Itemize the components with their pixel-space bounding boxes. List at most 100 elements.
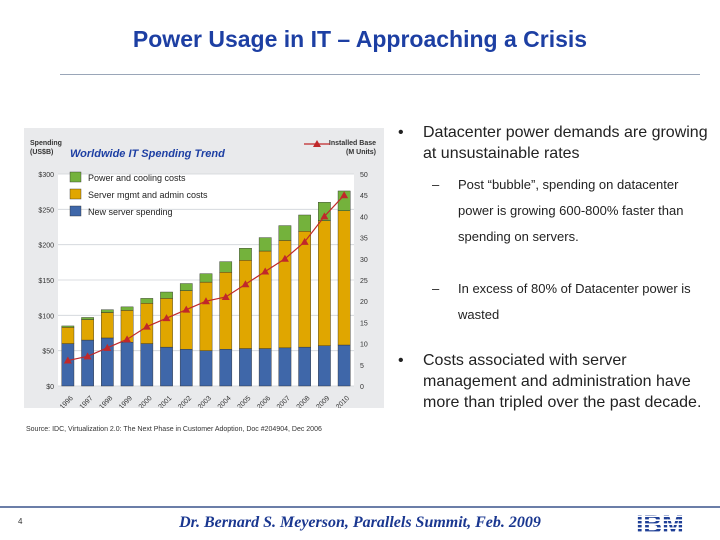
bar-segment (120, 341, 134, 387)
y-tick-label-right: 45 (360, 193, 368, 200)
installed-base-marker (103, 343, 112, 351)
slide-title: Power Usage in IT – Approaching a Crisis (132, 26, 588, 52)
legend-swatch (69, 171, 82, 183)
x-tick-label: 2002 (177, 395, 193, 408)
bar-segment (140, 298, 154, 304)
bar-segment (179, 283, 193, 291)
x-tick-label: 1997 (79, 395, 95, 408)
bar-segment (199, 281, 213, 351)
legend-swatch (69, 188, 82, 200)
bar-segment (337, 210, 351, 346)
bullet-2-text: Costs associated with server management … (423, 352, 702, 411)
x-tick-label: 2007 (276, 395, 292, 408)
bullet-dot: • (398, 352, 404, 369)
installed-base-marker (320, 212, 329, 220)
bar-segment (318, 202, 331, 221)
legend-line-marker (313, 140, 321, 147)
y-tick-label-right: 20 (360, 299, 368, 306)
bar-segment (239, 348, 252, 387)
bar-segment (318, 345, 331, 387)
sub-bullet-dash: – (432, 177, 440, 192)
x-tick-label: 2008 (296, 395, 312, 408)
installed-base-marker (162, 314, 171, 322)
bar-segment (258, 348, 272, 387)
y-axis-title-right: Installed Base (329, 140, 376, 147)
y-axis-title-right: (M Units) (346, 149, 376, 156)
bar-segment (101, 309, 114, 313)
bullet-dot: • (398, 124, 404, 141)
sub-bullet-dash: – (432, 281, 440, 296)
y-tick-label-right: 10 (360, 342, 368, 349)
bar-segment (239, 247, 252, 261)
installed-base-marker (340, 191, 349, 199)
x-tick-label: 1999 (118, 395, 134, 408)
x-tick-label: 1996 (59, 395, 75, 408)
y-tick-label-right: 40 (360, 214, 368, 221)
installed-base-marker (182, 305, 191, 313)
bar-segment (298, 231, 311, 348)
installed-base-marker (63, 356, 72, 364)
x-tick-label: 2009 (315, 395, 331, 408)
legend-label: Server mgmt and admin costs (88, 190, 208, 200)
x-tick-label: 2001 (157, 395, 173, 408)
bar-segment (120, 306, 134, 311)
bar-segment (160, 298, 173, 348)
bar-segment (219, 349, 233, 387)
title-divider (60, 74, 700, 75)
bar-segment (179, 349, 193, 387)
x-tick-label: 2004 (217, 395, 233, 408)
y-tick-label-left: $300 (38, 172, 54, 179)
y-tick-label-left: $50 (42, 349, 54, 356)
installed-base-marker (300, 237, 309, 245)
bar-segment (318, 220, 331, 346)
sub-bullet-2-text: In excess of 80% of Datacenter power is … (458, 281, 691, 322)
y-tick-label-right: 50 (360, 172, 368, 179)
bar-segment (278, 347, 292, 387)
bar-segment (199, 350, 213, 387)
x-tick-label: 2010 (335, 395, 351, 408)
bar-segment (258, 250, 272, 349)
bar-segment (81, 319, 94, 341)
bar-segment (278, 225, 292, 241)
y-tick-label-left: $0 (46, 384, 54, 391)
installed-base-marker (83, 352, 92, 360)
bar-segment (337, 190, 351, 211)
x-tick-label: 2006 (256, 395, 272, 408)
x-tick-label: 2005 (236, 395, 252, 408)
bar-segment (298, 346, 311, 387)
bar-segment (239, 260, 252, 349)
x-tick-label: 2000 (138, 395, 154, 408)
installed-base-marker (123, 335, 132, 343)
bar-segment (61, 327, 75, 344)
bar-segment (219, 261, 233, 273)
bar-segment (61, 343, 75, 387)
svg-text:IBM: IBM (636, 509, 684, 537)
x-tick-label: 1998 (98, 395, 114, 408)
y-tick-label-right: 15 (360, 320, 368, 327)
bar-segment (81, 339, 94, 387)
bar-segment (140, 343, 154, 387)
y-tick-label-right: 25 (360, 278, 368, 285)
y-axis-title-left: Spending (30, 140, 62, 147)
y-tick-label-right: 0 (360, 384, 364, 391)
y-tick-label-left: $150 (38, 278, 54, 285)
y-tick-label-right: 5 (360, 363, 364, 370)
footer-divider (0, 506, 720, 508)
chart-title: Worldwide IT Spending Trend (70, 148, 225, 160)
sub-bullet-1-text: Post “bubble”, spending on datacenter po… (458, 177, 684, 244)
chart-source: Source: IDC, Virtualization 2.0: The Nex… (26, 426, 322, 433)
bar-segment (179, 290, 193, 350)
installed-base-marker (202, 297, 210, 305)
bar-segment (101, 312, 114, 339)
y-tick-label-left: $200 (38, 243, 54, 250)
bar-segment (298, 214, 311, 232)
x-tick-label: 2003 (197, 395, 213, 408)
installed-base-marker (241, 280, 250, 288)
y-tick-label-right: 30 (360, 257, 368, 264)
legend-label: New server spending (88, 207, 173, 217)
installed-base-marker (280, 254, 289, 262)
bar-segment (160, 291, 173, 299)
bar-segment (337, 344, 351, 387)
bar-segment (160, 346, 173, 387)
bar-segment (81, 317, 94, 320)
